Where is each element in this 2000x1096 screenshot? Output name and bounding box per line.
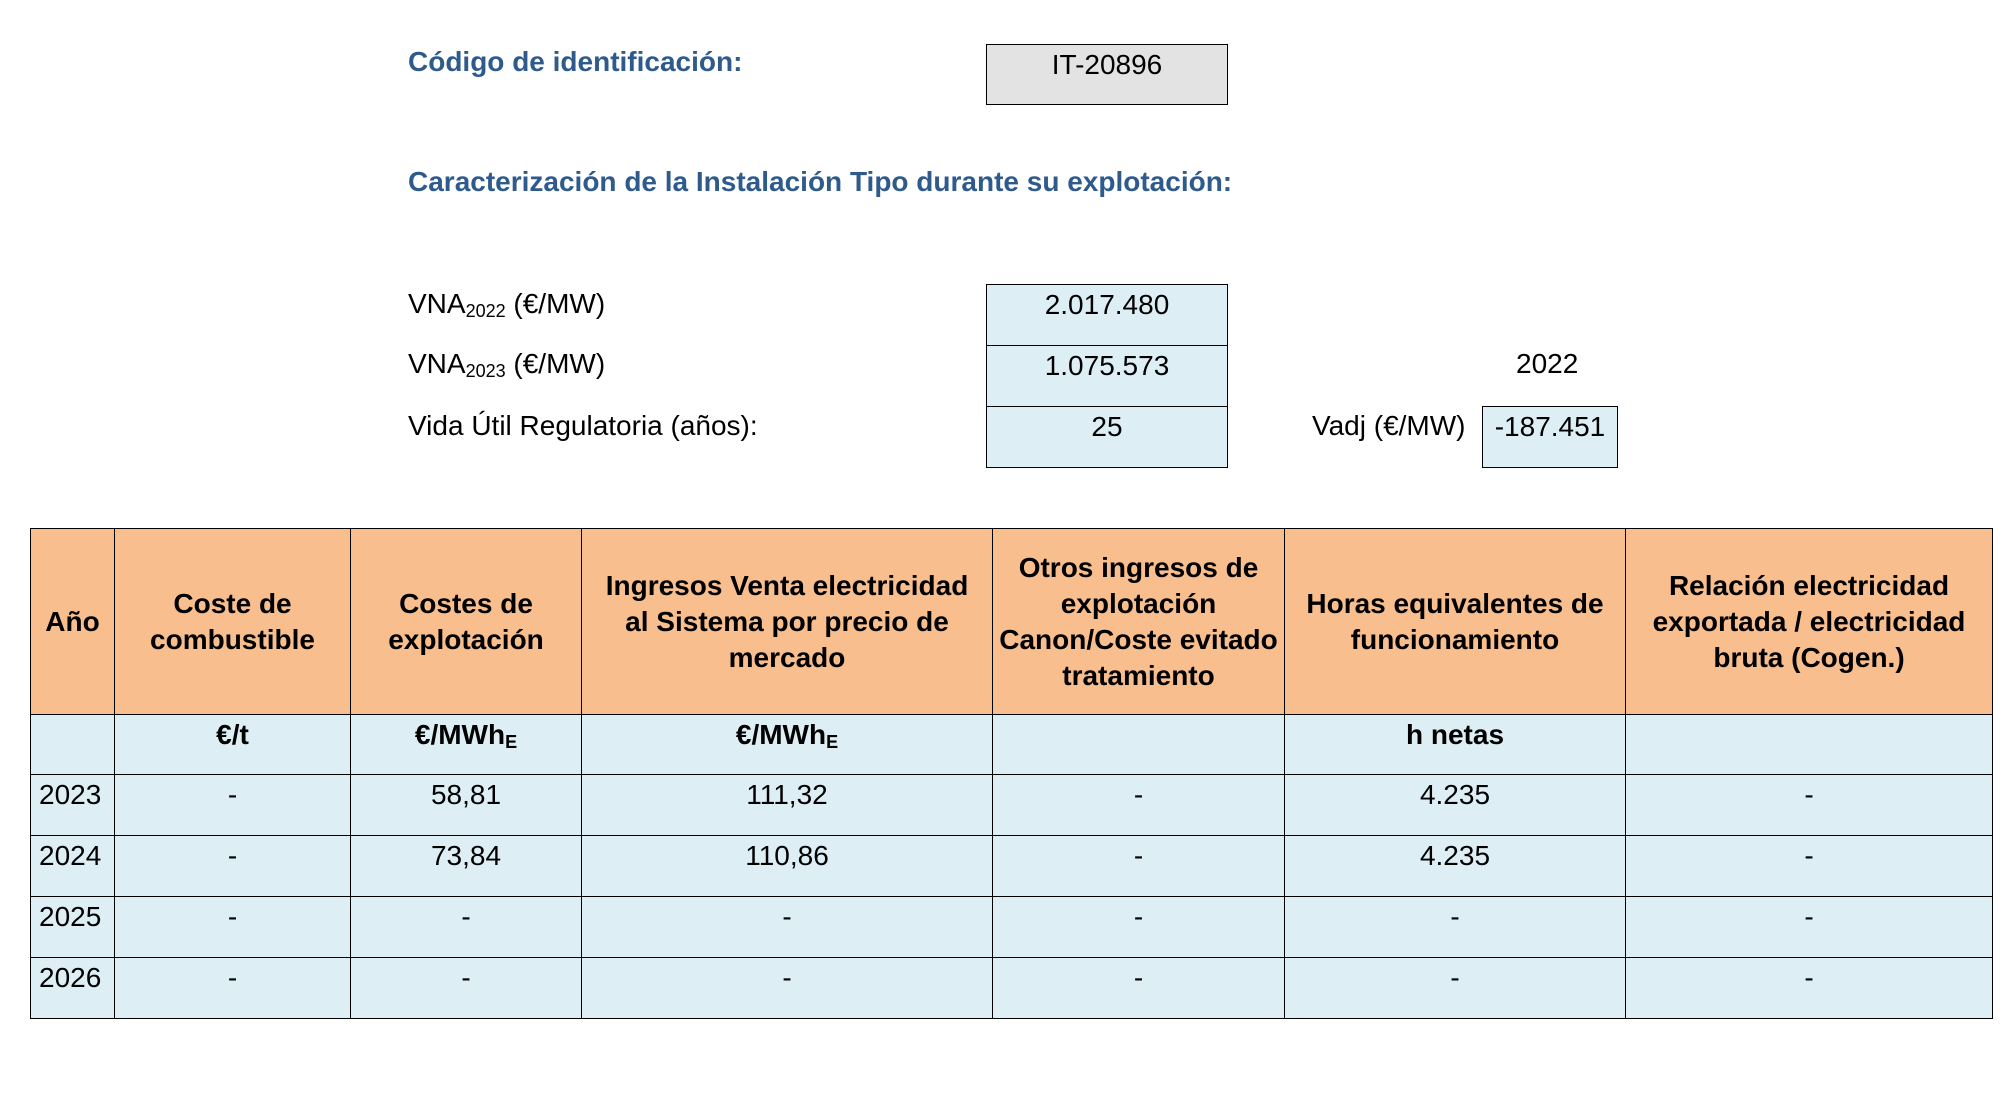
vna2022-value-cell: 2.017.480 [986, 284, 1228, 346]
table-cell: - [992, 957, 1285, 1019]
vadj-value-cell: -187.451 [1482, 406, 1618, 468]
header-cell: Relación electricidad exportada / electr… [1625, 528, 1993, 715]
unit-cell [992, 714, 1285, 775]
table-cell: - [1625, 896, 1993, 958]
table-row: 2025 - - - - - - [30, 896, 1993, 958]
code-label: Código de identificación: [408, 46, 743, 77]
table-cell: - [350, 896, 582, 958]
data-table: Año Coste de combustible Costes de explo… [30, 528, 1993, 1019]
vna2023-label: VNA2023 (€/MW) [408, 348, 606, 381]
table-cell: - [581, 957, 993, 1019]
header-cell: Año [30, 528, 115, 715]
vadj-year: 2022 [1516, 348, 1579, 379]
table-cell: - [992, 896, 1285, 958]
header-cell: Costes de explotación [350, 528, 582, 715]
header-cell: Coste de combustible [114, 528, 351, 715]
table-cell: - [1284, 957, 1626, 1019]
table-cell: - [992, 774, 1285, 836]
table-cell: - [1625, 835, 1993, 897]
table-cell: 58,81 [350, 774, 582, 836]
table-cell: - [114, 957, 351, 1019]
vida-util-value-cell: 25 [986, 406, 1228, 468]
table-row: 2026 - - - - - - [30, 957, 1993, 1019]
table-cell: - [581, 896, 993, 958]
vadj-label: Vadj (€/MW) [1312, 410, 1466, 441]
unit-cell [1625, 714, 1993, 775]
header-cell: Horas equivalentes de funcionamiento [1284, 528, 1626, 715]
table-cell: - [992, 835, 1285, 897]
table-cell: - [114, 896, 351, 958]
unit-cell: h netas [1284, 714, 1626, 775]
header-cell: Otros ingresos de explotación Canon/Cost… [992, 528, 1285, 715]
table-cell: - [114, 774, 351, 836]
code-value-cell: IT-20896 [986, 44, 1228, 105]
year-cell: 2024 [30, 835, 115, 897]
unit-cell [30, 714, 115, 775]
table-cell: 73,84 [350, 835, 582, 897]
unit-cell: €/t [114, 714, 351, 775]
vna2022-label: VNA2022 (€/MW) [408, 288, 606, 321]
table-header-row: Año Coste de combustible Costes de explo… [30, 528, 1993, 715]
year-cell: 2023 [30, 774, 115, 836]
table-cell: - [350, 957, 582, 1019]
section-title: Caracterización de la Instalación Tipo d… [408, 166, 1233, 197]
table-cell: - [1284, 896, 1626, 958]
vida-util-label: Vida Útil Regulatoria (años): [408, 410, 758, 441]
table-row: 2023 - 58,81 111,32 - 4.235 - [30, 774, 1993, 836]
table-row: 2024 - 73,84 110,86 - 4.235 - [30, 835, 1993, 897]
table-cell: - [114, 835, 351, 897]
table-cell: - [1625, 774, 1993, 836]
table-cell: 110,86 [581, 835, 993, 897]
unit-cell: €/MWhE [350, 714, 582, 775]
table-cell: 4.235 [1284, 835, 1626, 897]
header-cell: Ingresos Venta electricidad al Sistema p… [581, 528, 993, 715]
table-units-row: €/t €/MWhE €/MWhE h netas [30, 714, 1993, 775]
table-cell: 111,32 [581, 774, 993, 836]
year-cell: 2026 [30, 957, 115, 1019]
year-cell: 2025 [30, 896, 115, 958]
table-cell: - [1625, 957, 1993, 1019]
table-cell: 4.235 [1284, 774, 1626, 836]
unit-cell: €/MWhE [581, 714, 993, 775]
vna2023-value-cell: 1.075.573 [986, 345, 1228, 407]
